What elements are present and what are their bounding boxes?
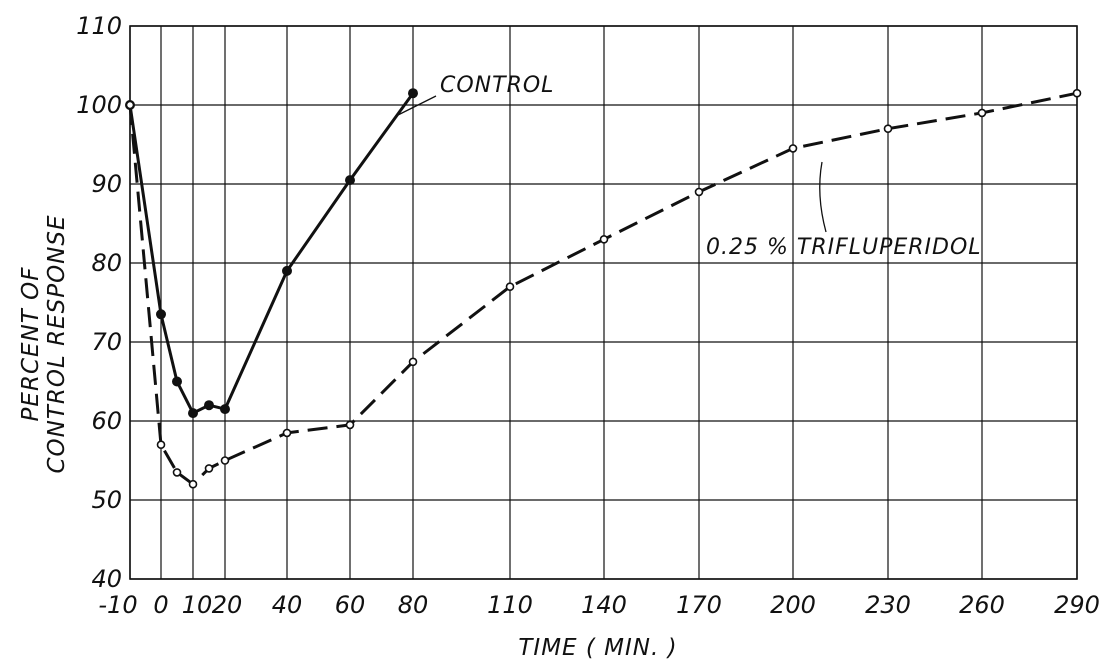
data-point [188,479,198,489]
data-point [125,100,135,110]
data-point [220,404,230,415]
data-point [188,408,198,419]
x-tick-label: 140 [581,591,627,619]
data-point [204,400,214,411]
x-tick-label: 0 [153,591,168,619]
x-tick-label: 260 [959,591,1005,619]
data-point [172,468,182,477]
series-line [128,92,415,415]
data-point [1072,88,1082,98]
x-tick-labels: -10 0 10 20 40 60 80 110 140 170 200 230 260 290 [98,591,1100,619]
y-tick-label: 90 [91,170,122,198]
data-point [599,235,609,244]
y-axis-title-line-1: PERCENT OF [18,267,44,422]
data-point [282,428,292,438]
x-tick-label: 200 [770,591,816,619]
x-tick-label: 60 [335,591,366,619]
data-point [788,144,798,153]
y-tick-label: 80 [91,249,122,277]
y-tick-label: 100 [76,91,122,119]
annotation-trifluperidol: 0.25 % TRIFLUPERIDOL [706,235,982,260]
data-point [204,464,214,473]
data-point [345,420,355,430]
series-trifluperidol [125,88,1082,489]
y-axis-title: PERCENT OF CONTROL RESPONSE [18,214,70,473]
x-axis-title: TIME ( MIN. ) [518,635,677,661]
y-tick-label: 110 [76,12,122,40]
data-point [883,124,893,133]
y-axis-title-line-2: CONTROL RESPONSE [44,214,70,473]
x-tick-label: 10 [182,591,213,619]
x-tick-label: 80 [398,591,429,619]
y-tick-labels: 40 50 60 70 80 90 100 110 [76,12,122,593]
x-tick-label: 40 [272,591,303,619]
x-tick-label: 230 [865,591,911,619]
annotation-control: CONTROL [440,73,554,98]
series-layer [125,88,1082,489]
y-tick-label: 50 [91,486,122,514]
data-point [408,357,418,367]
y-tick-label: 60 [91,407,122,435]
data-point [282,265,292,276]
x-tick-label: 110 [487,591,533,619]
plot-frame [129,25,1078,580]
data-point [505,282,515,292]
data-point [172,376,182,387]
series-control [125,88,418,419]
leader-line-control [395,95,437,117]
data-point [694,187,704,197]
data-point [156,440,166,450]
x-tick-label: 170 [676,591,722,619]
data-point [977,108,987,118]
data-point [156,309,166,320]
series-line [128,91,1078,486]
data-point [408,88,418,99]
x-tick-label: -10 [98,591,137,619]
y-tick-label: 40 [91,565,122,593]
y-tick-label: 70 [91,328,122,356]
data-point [220,456,230,465]
data-point [345,175,355,186]
x-tick-label: 20 [212,591,243,619]
x-tick-label: 290 [1054,591,1100,619]
leader-line-trifluperidol [819,161,827,233]
